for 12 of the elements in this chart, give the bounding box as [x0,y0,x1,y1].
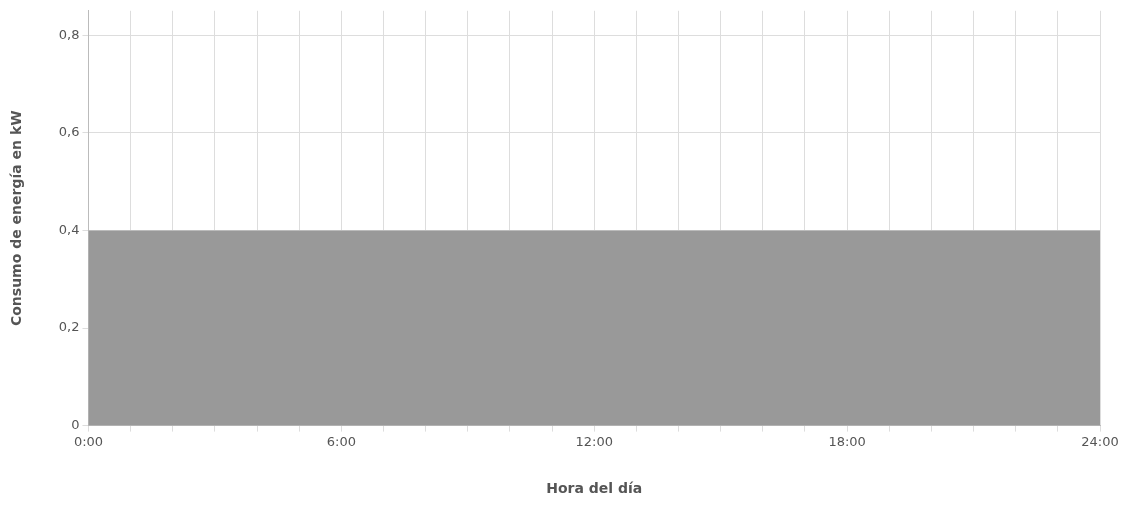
x-tick-label: 18:00 [828,433,866,449]
x-tick-label: 24:00 [1081,433,1119,449]
y-tick-label: 0,2 [58,319,80,335]
x-tick-label: 6:00 [326,433,356,449]
y-tick-label: 0 [71,416,80,432]
x-axis-title: Hora del día [546,480,643,497]
y-axis-title: Consumo de energía en kW [8,110,25,327]
y-tick-label: 0,6 [58,124,80,140]
x-tick-label: 0:00 [73,433,104,449]
y-tick-label: 0,8 [58,26,80,42]
x-tick-label: 12:00 [575,433,613,449]
y-tick-label: 0,4 [58,221,80,237]
